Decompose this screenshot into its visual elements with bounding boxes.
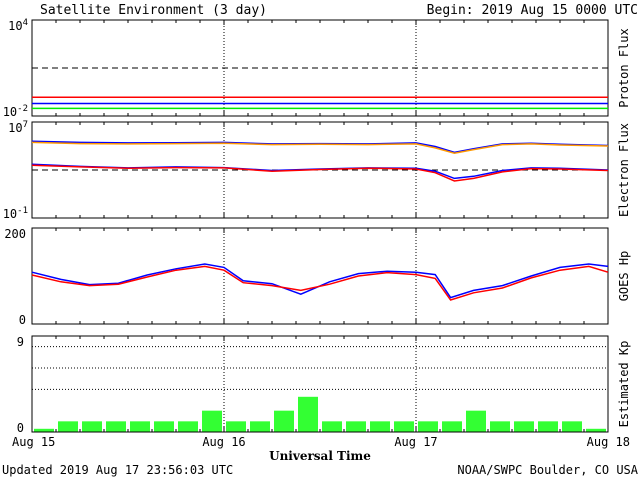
y-tick-top-3: 9 [17, 335, 24, 349]
kp-bar [226, 421, 246, 432]
kp-bar [490, 421, 510, 432]
kp-bar [346, 421, 366, 432]
y-axis-label-0: Proton Flux [617, 28, 631, 107]
electron-series-2 [31, 163, 609, 180]
kp-bar [298, 396, 318, 432]
panel-frame-0 [31, 19, 609, 117]
electron-series-0 [31, 140, 609, 154]
kp-bar [34, 428, 54, 432]
kp-bar [562, 421, 582, 432]
hp-series-red [31, 265, 609, 301]
electron-series-1 [31, 141, 609, 154]
kp-bar [442, 421, 462, 432]
y-tick-top-0: 104 [8, 18, 28, 33]
kp-bar [130, 421, 150, 432]
kp-bar [394, 421, 414, 432]
kp-bar [274, 410, 294, 432]
electron-series-3 [31, 164, 609, 182]
y-tick-top-2: 200 [4, 227, 26, 241]
panel-frame-3 [31, 335, 609, 433]
x-tick-label: Aug 15 [12, 435, 55, 449]
y-tick-bottom-0: 10-2 [3, 104, 28, 119]
x-tick-label: Aug 17 [394, 435, 437, 449]
kp-bar [58, 421, 78, 432]
panel-frame-2 [31, 227, 609, 325]
x-axis-label: Universal Time [269, 449, 371, 463]
kp-bar [538, 421, 558, 432]
kp-bar [586, 428, 606, 432]
kp-bar [514, 421, 534, 432]
chart-title: Satellite Environment (3 day) [40, 3, 267, 18]
kp-bar [250, 421, 270, 432]
kp-bar [370, 421, 390, 432]
y-axis-label-1: Electron Flux [617, 123, 631, 217]
y-tick-bottom-1: 10-1 [3, 206, 28, 221]
y-tick-top-1: 107 [8, 120, 28, 135]
kp-bar [466, 410, 486, 432]
begin-time: Begin: 2019 Aug 15 0000 UTC [427, 3, 638, 18]
y-axis-label-3: Estimated Kp [617, 341, 631, 428]
x-tick-label: Aug 18 [587, 435, 630, 449]
kp-bar [418, 421, 438, 432]
x-tick-label: Aug 16 [202, 435, 245, 449]
kp-bar [106, 421, 126, 432]
kp-bar [82, 421, 102, 432]
kp-bar [322, 421, 342, 432]
updated-time: Updated 2019 Aug 17 23:56:03 UTC [2, 463, 233, 477]
hp-series-blue [31, 263, 609, 299]
kp-bar [178, 421, 198, 432]
credit-text: NOAA/SWPC Boulder, CO USA [457, 463, 638, 477]
y-tick-bottom-2: 0 [19, 313, 26, 327]
kp-bar [154, 421, 174, 432]
kp-bar [202, 410, 222, 432]
y-axis-label-2: GOES Hp [617, 251, 631, 302]
chart-panels: 104 10-2 Proton Flux 107 10-1 Electron Flux 20… [3, 18, 631, 449]
y-tick-bottom-3: 0 [17, 421, 24, 435]
